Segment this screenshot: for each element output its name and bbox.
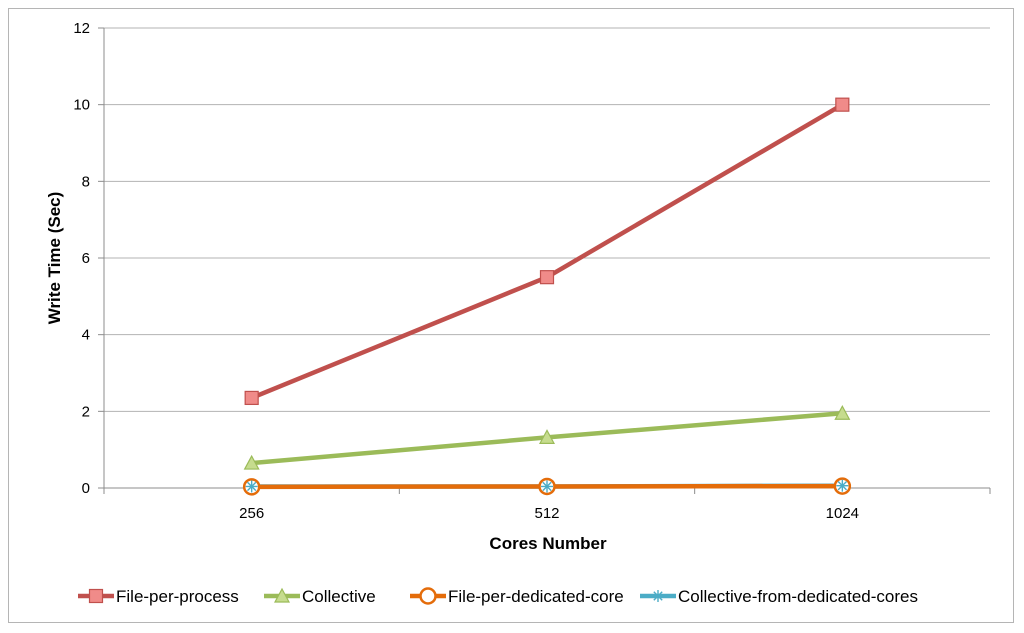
data-point-square: [835, 97, 850, 112]
data-point-square: [244, 390, 259, 406]
series-markers: [242, 97, 852, 496]
y-tick-label: 10: [73, 97, 90, 114]
data-point-square: [539, 270, 555, 285]
y-axis-label: Write Time (Sec): [45, 192, 64, 325]
grid-lines: [104, 27, 990, 412]
triangle-marker-shape: [243, 454, 260, 470]
data-point-triangle: [834, 404, 851, 420]
legend-label: Collective-from-dedicated-cores: [678, 587, 918, 606]
legend-label: File-per-process: [116, 587, 239, 606]
tick-labels: 0 2 4 6 8 10 12 256 512 1024: [73, 20, 859, 522]
circle-marker-shape: [419, 587, 437, 605]
legend-swatch-marker: [419, 587, 437, 605]
legend-item: Collective-from-dedicated-cores: [640, 587, 918, 606]
y-tick-label: 0: [82, 480, 90, 497]
data-point-star: [836, 479, 849, 492]
square-marker-shape: [88, 588, 104, 604]
legend-swatch-marker: [652, 590, 664, 602]
x-tick-label: 256: [239, 505, 264, 522]
triangle-marker-shape: [273, 587, 291, 603]
data-point-star: [245, 480, 258, 493]
y-tick-label: 12: [73, 20, 90, 37]
square-marker-shape: [835, 97, 850, 112]
y-tick-label: 6: [82, 250, 90, 267]
axes: [98, 27, 991, 494]
data-point-triangle: [243, 454, 260, 470]
legend-item: Collective: [264, 587, 376, 606]
legend-label: Collective: [302, 587, 376, 606]
star-marker-stroke: [542, 481, 552, 492]
x-tick-label: 512: [534, 505, 559, 522]
legend-item: File-per-process: [78, 587, 239, 606]
y-tick-label: 2: [82, 403, 90, 420]
legend-swatch-marker: [88, 588, 104, 604]
series-line-file-per-process: [249, 102, 845, 401]
x-axis-label: Cores Number: [489, 534, 607, 553]
legend-label: File-per-dedicated-core: [448, 587, 624, 606]
legend-item: File-per-dedicated-core: [410, 587, 624, 606]
legend: File-per-process Collective File-per-dedic…: [78, 587, 918, 606]
triangle-marker-shape: [538, 429, 556, 444]
square-marker-shape: [539, 270, 555, 285]
triangle-marker-shape: [834, 404, 851, 420]
star-marker-stroke: [246, 481, 257, 492]
y-tick-label: 4: [82, 327, 90, 344]
star-marker-stroke: [837, 481, 848, 491]
square-marker-shape: [244, 390, 259, 406]
star-marker-stroke: [653, 591, 663, 601]
x-tick-label: 1024: [826, 505, 859, 522]
legend-swatch-marker: [273, 587, 291, 603]
data-point-triangle: [538, 429, 556, 444]
data-point-star: [541, 480, 553, 493]
y-tick-label: 8: [82, 173, 90, 190]
